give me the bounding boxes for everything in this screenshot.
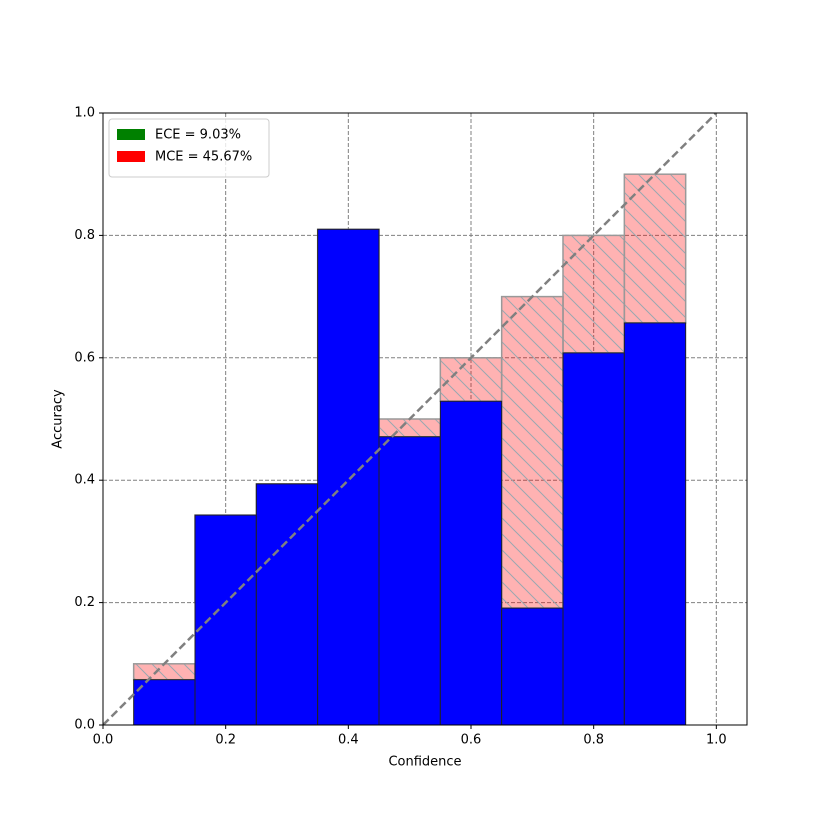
accuracy-bar — [501, 607, 564, 725]
gap-hatch — [562, 234, 626, 354]
legend-swatch — [117, 129, 145, 140]
x-tick-label: 1.0 — [706, 733, 727, 748]
reference-line — [103, 113, 718, 725]
accuracy-bar — [378, 436, 441, 725]
legend-label: MCE = 45.67% — [155, 150, 252, 165]
legend-label: ECE = 9.03% — [155, 128, 241, 143]
gap-hatch — [500, 295, 564, 609]
y-tick-label: 0.4 — [74, 473, 95, 488]
x-tick-label: 0.2 — [215, 733, 236, 748]
axes-frame — [102, 112, 748, 726]
accuracy-bar — [562, 352, 625, 725]
accuracy-bar — [255, 483, 319, 725]
accuracy-bar — [439, 400, 503, 725]
y-tick-label: 0.8 — [74, 228, 95, 243]
accuracy-bar — [194, 514, 257, 725]
accuracy-bar — [317, 228, 380, 725]
plot-area — [103, 113, 718, 725]
x-tick-label: 0.0 — [93, 733, 114, 748]
y-tick-label: 0.2 — [74, 595, 95, 610]
legend-swatch — [117, 151, 145, 162]
x-tick-label: 0.4 — [338, 733, 359, 748]
gap-hatch — [439, 357, 503, 403]
y-axis-label: Accuracy — [51, 389, 66, 449]
x-tick-label: 0.6 — [461, 733, 482, 748]
legend-box — [108, 118, 270, 178]
y-tick-label: 0.6 — [74, 350, 95, 365]
gap-hatch — [132, 663, 196, 681]
y-tick-label: 1.0 — [74, 106, 95, 121]
accuracy-bar — [133, 679, 196, 725]
x-tick-label: 0.8 — [583, 733, 604, 748]
gap-hatch — [378, 418, 442, 438]
y-tick-label: 0.0 — [74, 718, 95, 733]
x-axis-label: Confidence — [388, 755, 461, 770]
accuracy-bar — [623, 322, 687, 725]
gap-hatch — [623, 173, 687, 324]
